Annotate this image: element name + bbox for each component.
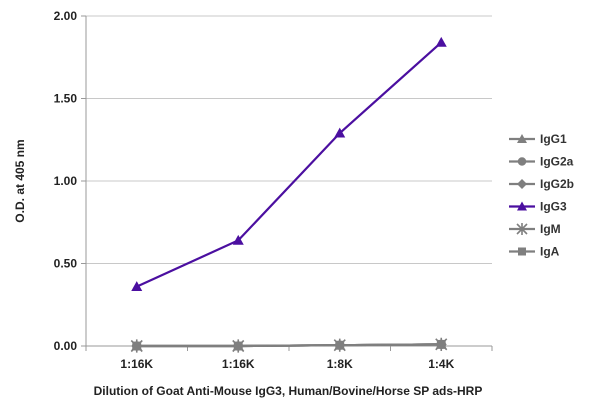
data-point-iga: [436, 339, 446, 349]
series-line-igg3: [136, 41, 442, 288]
legend-marker-igg2b: [517, 179, 527, 189]
x-tick-label: 1:16K: [120, 357, 153, 371]
legend-item-igm: IgM: [509, 222, 561, 236]
legend-label: IgG1: [540, 132, 567, 146]
data-point-igg3: [334, 127, 346, 138]
series-iga: [132, 339, 446, 351]
legend-marker-igg2a: [517, 157, 527, 166]
data-point-igg3: [131, 281, 143, 291]
legend-item-igg3: IgG3: [509, 200, 567, 214]
legend-item-iga: IgA: [509, 245, 560, 259]
legend: IgG1 IgG2a IgG2b IgG3 IgM IgA: [509, 132, 574, 259]
legend-marker-igm: [516, 223, 528, 235]
data-point-iga: [132, 341, 142, 351]
x-tick-label: 1:4K: [428, 357, 454, 371]
y-tick-label: 1.50: [54, 92, 78, 106]
legend-label: IgG2a: [540, 155, 574, 169]
legend-label: IgA: [540, 245, 560, 259]
legend-item-igg2b: IgG2b: [509, 177, 574, 191]
y-tick-label: 1.00: [54, 174, 78, 188]
y-axis-title: O.D. at 405 nm: [13, 139, 27, 222]
data-point-iga: [335, 340, 345, 350]
series-igg3: [131, 36, 447, 291]
y-tick-label: 0.50: [54, 257, 78, 271]
legend-label: IgG2b: [540, 177, 574, 191]
axes: 0.00 0.50 1.00 1.50 2.00 1:16K 1:16K 1:8K 1:4K: [54, 9, 493, 371]
legend-item-igg2a: IgG2a: [509, 155, 574, 169]
data-series: [130, 36, 448, 353]
series-line-iga: [136, 343, 442, 348]
data-point-igg3: [232, 234, 244, 245]
data-point-iga: [233, 341, 243, 351]
legend-label: IgM: [540, 222, 561, 236]
legend-marker-iga: [518, 247, 526, 256]
y-tick-label: 2.00: [54, 9, 78, 23]
gridlines: [86, 15, 492, 264]
legend-marker-igg3: [517, 201, 527, 211]
x-tick-label: 1:8K: [327, 357, 353, 371]
x-axis-title: Dilution of Goat Anti-Mouse IgG3, Human/…: [94, 384, 483, 398]
data-point-igg3: [435, 36, 447, 47]
legend-label: IgG3: [540, 200, 567, 214]
legend-marker-igg1: [517, 134, 527, 143]
x-tick-label: 1:16K: [222, 357, 255, 371]
y-tick-label: 0.00: [54, 339, 78, 353]
legend-item-igg1: IgG1: [509, 132, 567, 146]
